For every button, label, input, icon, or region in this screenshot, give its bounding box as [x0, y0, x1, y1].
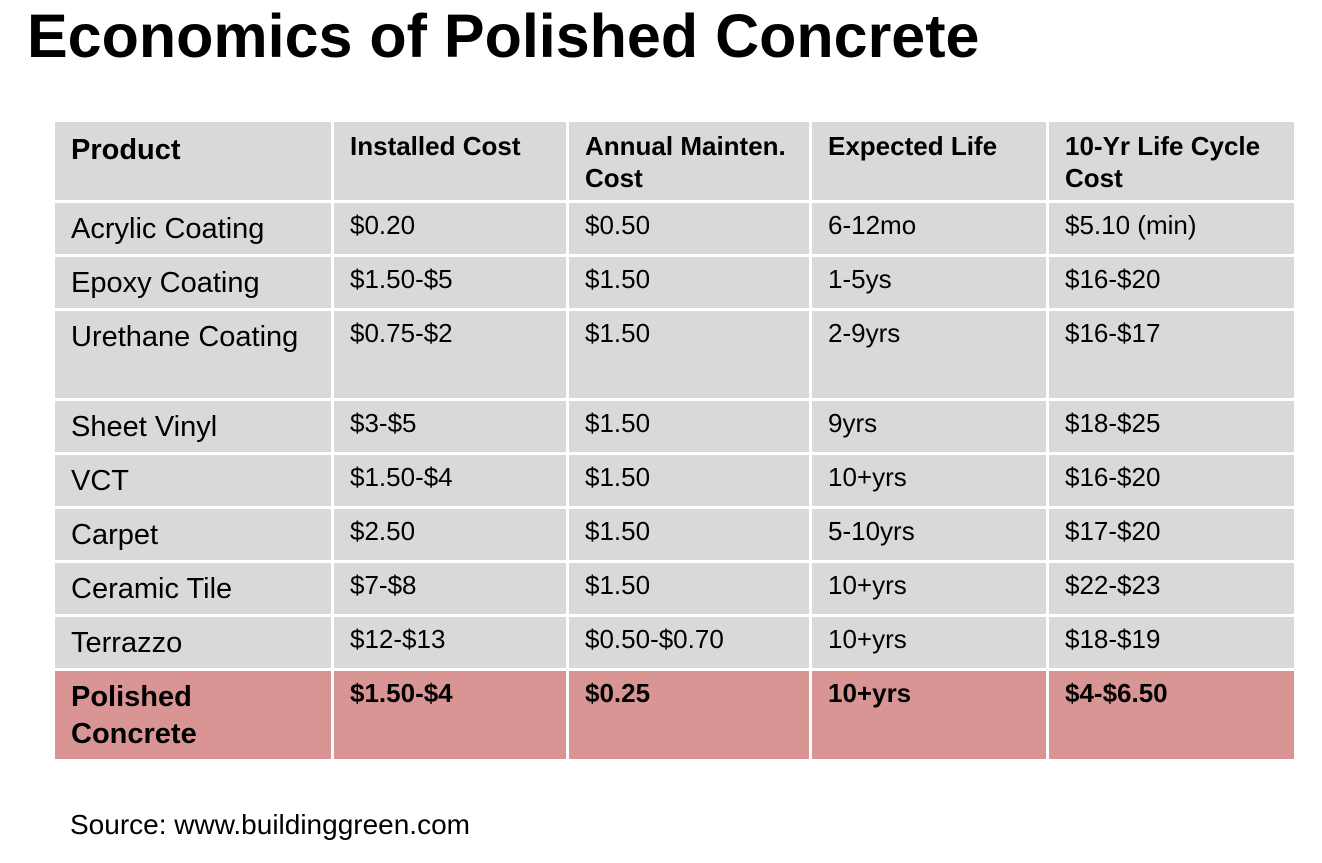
cell-expected-life: 2-9yrs [809, 308, 1049, 401]
cell-annual-maintenance-cost: $1.50 [566, 452, 812, 509]
cell-life-cycle-cost: $5.10 (min) [1046, 200, 1297, 257]
cell-installed-cost: $2.50 [331, 506, 569, 563]
cell-product: Terrazzo [52, 614, 334, 671]
cell-life-cycle-cost: $18-$25 [1046, 398, 1297, 455]
cell-expected-life: 10+yrs [809, 560, 1049, 617]
cell-product: Epoxy Coating [52, 254, 334, 311]
cell-product: Urethane Coating [52, 308, 334, 401]
cell-annual-maintenance-cost: $0.25 [566, 668, 812, 762]
cell-product: VCT [52, 452, 334, 509]
cell-expected-life: 10+yrs [809, 614, 1049, 671]
cell-annual-maintenance-cost: $0.50-$0.70 [566, 614, 812, 671]
cell-expected-life: 9yrs [809, 398, 1049, 455]
table-row: VCT $1.50-$4 $1.50 10+yrs $16-$20 [52, 452, 1297, 509]
cell-installed-cost: $1.50-$5 [331, 254, 569, 311]
cell-installed-cost: $0.20 [331, 200, 569, 257]
cell-life-cycle-cost: $17-$20 [1046, 506, 1297, 563]
cell-installed-cost: $1.50-$4 [331, 668, 569, 762]
cell-installed-cost: $1.50-$4 [331, 452, 569, 509]
table-row-highlighted: Polished Concrete $1.50-$4 $0.25 10+yrs … [52, 668, 1297, 762]
header-expected-life: Expected Life [809, 119, 1049, 203]
table-header-row: Product Installed Cost Annual Mainten. C… [52, 119, 1297, 203]
cell-life-cycle-cost: $16-$17 [1046, 308, 1297, 401]
table-row: Terrazzo $12-$13 $0.50-$0.70 10+yrs $18-… [52, 614, 1297, 671]
cell-annual-maintenance-cost: $1.50 [566, 254, 812, 311]
table-row: Urethane Coating $0.75-$2 $1.50 2-9yrs $… [52, 308, 1297, 401]
cell-life-cycle-cost: $16-$20 [1046, 452, 1297, 509]
cost-comparison-table: Product Installed Cost Annual Mainten. C… [52, 119, 1297, 762]
table-row: Epoxy Coating $1.50-$5 $1.50 1-5ys $16-$… [52, 254, 1297, 311]
cell-expected-life: 10+yrs [809, 452, 1049, 509]
table-row: Sheet Vinyl $3-$5 $1.50 9yrs $18-$25 [52, 398, 1297, 455]
cell-life-cycle-cost: $22-$23 [1046, 560, 1297, 617]
cell-expected-life: 10+yrs [809, 668, 1049, 762]
cell-installed-cost: $12-$13 [331, 614, 569, 671]
header-annual-maintenance-cost: Annual Mainten. Cost [566, 119, 812, 203]
cell-installed-cost: $7-$8 [331, 560, 569, 617]
table-row: Ceramic Tile $7-$8 $1.50 10+yrs $22-$23 [52, 560, 1297, 617]
cell-product: Carpet [52, 506, 334, 563]
header-installed-cost: Installed Cost [331, 119, 569, 203]
cell-annual-maintenance-cost: $0.50 [566, 200, 812, 257]
cell-life-cycle-cost: $18-$19 [1046, 614, 1297, 671]
cell-product: Ceramic Tile [52, 560, 334, 617]
cell-expected-life: 5-10yrs [809, 506, 1049, 563]
cell-life-cycle-cost: $4-$6.50 [1046, 668, 1297, 762]
cell-expected-life: 6-12mo [809, 200, 1049, 257]
cell-expected-life: 1-5ys [809, 254, 1049, 311]
page-title: Economics of Polished Concrete [27, 2, 980, 70]
cell-annual-maintenance-cost: $1.50 [566, 308, 812, 401]
header-product: Product [52, 119, 334, 203]
cell-installed-cost: $0.75-$2 [331, 308, 569, 401]
cell-annual-maintenance-cost: $1.50 [566, 398, 812, 455]
cell-installed-cost: $3-$5 [331, 398, 569, 455]
cell-product: Polished Concrete [52, 668, 334, 762]
cell-annual-maintenance-cost: $1.50 [566, 560, 812, 617]
cell-life-cycle-cost: $16-$20 [1046, 254, 1297, 311]
cell-product: Acrylic Coating [52, 200, 334, 257]
cell-product: Sheet Vinyl [52, 398, 334, 455]
header-life-cycle-cost: 10-Yr Life Cycle Cost [1046, 119, 1297, 203]
source-citation: Source: www.buildinggreen.com [70, 809, 470, 840]
cell-annual-maintenance-cost: $1.50 [566, 506, 812, 563]
table-row: Carpet $2.50 $1.50 5-10yrs $17-$20 [52, 506, 1297, 563]
table-row: Acrylic Coating $0.20 $0.50 6-12mo $5.10… [52, 200, 1297, 257]
